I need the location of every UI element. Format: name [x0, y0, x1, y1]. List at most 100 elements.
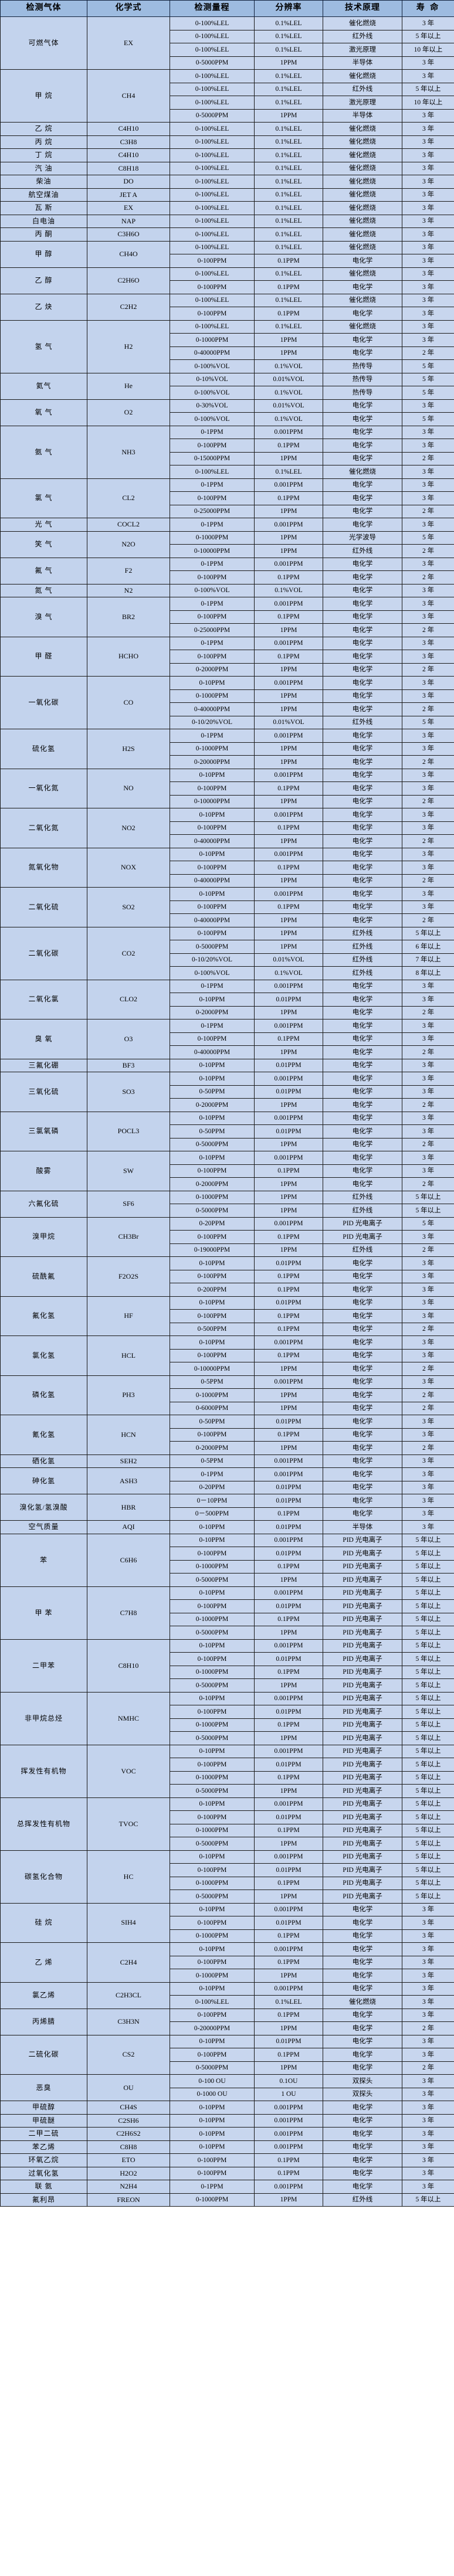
gas-name-cell: 硫酰氟 — [0, 1256, 87, 1297]
resolution-cell: 0.1PPM — [254, 1612, 323, 1626]
lifespan-cell: 3 年 — [402, 307, 454, 321]
detection-range-cell: 0-100%LEL — [170, 188, 255, 202]
resolution-cell: 0.001PPM — [254, 1850, 323, 1864]
chemical-formula-cell: NO — [87, 768, 170, 808]
technology-cell: 电化学 — [323, 1045, 402, 1059]
detection-range-cell: 0-10PPM — [170, 768, 255, 782]
lifespan-cell: 5 年以上 — [402, 1639, 454, 1653]
resolution-cell: 1PPM — [254, 623, 323, 637]
technology-cell: 催化燃烧 — [323, 161, 402, 175]
resolution-cell: 0.001PPM — [254, 1111, 323, 1125]
technology-cell: PID 光电离子 — [323, 1850, 402, 1864]
detection-range-cell: 0-10PPM — [170, 1586, 255, 1600]
technology-cell: 电化学 — [323, 1058, 402, 1072]
lifespan-cell: 3 年 — [402, 1058, 454, 1072]
lifespan-cell: 5 年以上 — [402, 1889, 454, 1904]
detection-range-cell: 0-5000PPM — [170, 1889, 255, 1904]
technology-cell: 光学波导 — [323, 531, 402, 545]
table-row: 丙 酮 C3H6O 0-100%LEL 0.1%LEL 催化燃烧 3 年 — [0, 227, 454, 242]
resolution-cell: 0.001PPM — [254, 1691, 323, 1705]
detection-range-cell: 0-5000PPM — [170, 1731, 255, 1745]
table-row: 氧 气 O2 0-30%VOL 0.01%VOL 电化学 3 年 — [0, 399, 454, 426]
resolution-cell: 1PPM — [254, 1388, 323, 1402]
technology-cell: 电化学 — [323, 439, 402, 453]
detection-range-cell: 0-1000PPM — [170, 1969, 255, 1983]
gas-name-cell: 挥发性有机物 — [0, 1744, 87, 1798]
detection-range-cell: 0-100PPM — [170, 1916, 255, 1930]
detection-range-cell: 0-10PPM — [170, 2101, 255, 2115]
table-row: 过氧化氢 H2O2 0-100PPM 0.1PPM 电化学 3 年 — [0, 2166, 454, 2180]
resolution-cell: 0.001PPM — [254, 1072, 323, 1086]
detection-range-cell: 0-100%LEL — [170, 267, 255, 281]
table-row: 挥发性有机物 VOC 0-10PPM 0.001PPM PID 光电离子 5 年以上 — [0, 1744, 454, 1798]
resolution-cell: 1PPM — [254, 346, 323, 360]
detection-range-cell: 0-10PPM — [170, 1744, 255, 1758]
lifespan-cell: 3 年 — [402, 689, 454, 703]
table-row: 乙 烷 C4H10 0-100%LEL 0.1%LEL 催化燃烧 3 年 — [0, 122, 454, 136]
technology-cell: 电化学 — [323, 333, 402, 347]
lifespan-cell: 3 年 — [402, 108, 454, 123]
technology-cell: 电化学 — [323, 1296, 402, 1310]
technology-cell: 电化学 — [323, 874, 402, 888]
lifespan-cell: 3 年 — [402, 636, 454, 650]
gas-name-cell: 溴化氢/氢溴酸 — [0, 1494, 87, 1521]
resolution-cell: 0.1%LEL — [254, 240, 323, 254]
technology-cell: 电化学 — [323, 1256, 402, 1270]
lifespan-cell: 5 年以上 — [402, 1691, 454, 1705]
lifespan-cell: 3 年 — [402, 1982, 454, 1996]
chemical-formula-cell: C3H8 — [87, 135, 170, 149]
lifespan-cell: 3 年 — [402, 293, 454, 307]
resolution-cell: 0.1PPM — [254, 781, 323, 796]
table-row: 0-20PPM 0.01PPM 电化学 3 年 — [1, 1480, 454, 1494]
technology-cell: 红外线 — [323, 953, 402, 967]
resolution-cell: 0.001PPM — [254, 768, 323, 782]
detection-range-cell: 0-10PPM — [170, 1533, 255, 1547]
technology-cell: 电化学 — [323, 900, 402, 914]
table-row: 乙 炔 C2H2 0-100%LEL 0.1%LEL 催化燃烧 3 年 — [0, 293, 454, 321]
table-row: 乙 烯 C2H4 0-10PPM 0.001PPM 电化学 3 年 — [0, 1942, 454, 1983]
resolution-cell: 0.001PPM — [254, 847, 323, 861]
lifespan-cell: 5 年以上 — [402, 1573, 454, 1587]
table-row: 六氟化硫 SF6 0-1000PPM 1PPM 红外线 5 年以上 — [0, 1190, 454, 1218]
lifespan-cell: 5 年以上 — [402, 1559, 454, 1574]
gas-name-cell: 二氧化碳 — [0, 926, 87, 980]
lifespan-cell: 2 年 — [402, 2061, 454, 2075]
lifespan-cell: 3 年 — [402, 2140, 454, 2154]
table-row: 0-100PPM 0.01PPM PID 光电离子 5 年以上 — [1, 1705, 454, 1719]
chemical-formula-cell: N2H4 — [87, 2180, 170, 2194]
detection-range-cell: 0-100PPM — [170, 254, 255, 268]
resolution-cell: 1PPM — [254, 913, 323, 927]
technology-cell: 电化学 — [323, 834, 402, 848]
chemical-formula-cell: H2O2 — [87, 2166, 170, 2180]
resolution-cell: 0.1%LEL — [254, 148, 323, 162]
lifespan-cell: 3 年 — [402, 2008, 454, 2022]
resolution-cell: 1PPM — [254, 504, 323, 518]
lifespan-cell: 5 年以上 — [402, 1190, 454, 1204]
gas-name-cell: 氟化氢 — [0, 1296, 87, 1336]
technology-cell: 电化学 — [323, 636, 402, 650]
gas-name-cell: 非甲烷总烃 — [0, 1691, 87, 1745]
technology-cell: 催化燃烧 — [323, 201, 402, 215]
gas-name-cell: 总挥发性有机物 — [0, 1797, 87, 1851]
technology-cell: 电化学 — [323, 1309, 402, 1323]
resolution-cell: 0.1PPM — [254, 1428, 323, 1442]
gas-name-cell: 氟利昂 — [0, 2193, 87, 2207]
lifespan-cell: 5 年以上 — [402, 1612, 454, 1626]
chemical-formula-cell: C2H6O — [87, 267, 170, 294]
technology-cell: 电化学 — [323, 1375, 402, 1389]
table-row: 0-2000PPM 1PPM 电化学 2 年 — [1, 662, 454, 677]
table-row: 甲 醛 HCHO 0-1PPM 0.001PPM 电化学 3 年 — [0, 636, 454, 677]
technology-cell: 电化学 — [323, 676, 402, 690]
technology-cell: 红外线 — [323, 715, 402, 729]
resolution-cell: 1PPM — [254, 874, 323, 888]
detection-range-cell: 0-10PPM — [170, 808, 255, 822]
gas-name-cell: 丁 烷 — [0, 148, 87, 162]
table-row: 氮氧化物 NOX 0-10PPM 0.001PPM 电化学 3 年 — [0, 847, 454, 888]
technology-cell: 电化学 — [323, 491, 402, 505]
lifespan-cell: 5 年以上 — [402, 1731, 454, 1745]
lifespan-cell: 3 年 — [402, 135, 454, 149]
resolution-cell: 0.1%LEL — [254, 43, 323, 57]
resolution-cell: 1PPM — [254, 1731, 323, 1745]
detection-range-cell: 0-100%LEL — [170, 227, 255, 242]
resolution-cell: 1PPM — [254, 1889, 323, 1904]
